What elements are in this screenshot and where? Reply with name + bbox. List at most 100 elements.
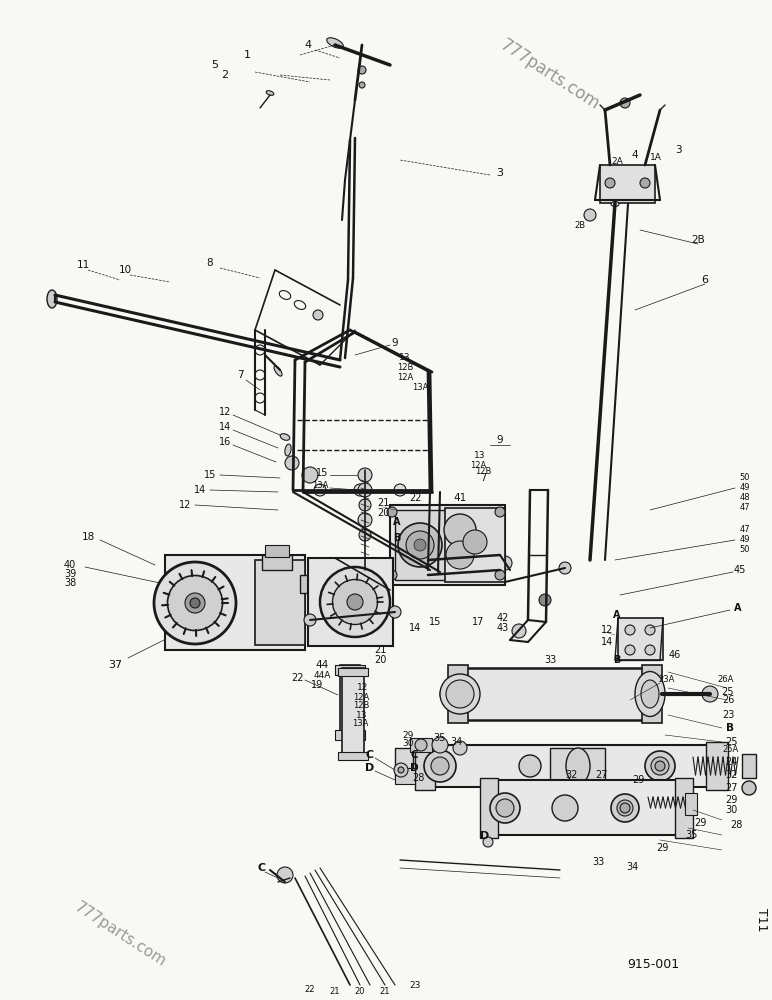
Ellipse shape xyxy=(552,795,578,821)
Text: 3: 3 xyxy=(496,168,503,178)
Text: 44: 44 xyxy=(316,660,329,670)
Bar xyxy=(390,505,505,585)
Bar xyxy=(448,665,468,723)
Text: 2B: 2B xyxy=(574,221,586,230)
Text: 12: 12 xyxy=(601,625,613,635)
Text: 43: 43 xyxy=(497,623,509,633)
Circle shape xyxy=(415,739,427,751)
Circle shape xyxy=(559,562,571,574)
Bar xyxy=(445,508,505,582)
Text: 19: 19 xyxy=(311,680,323,690)
Bar xyxy=(300,575,318,593)
Text: 48: 48 xyxy=(740,493,750,502)
Text: 14: 14 xyxy=(409,623,421,633)
Text: 23A: 23A xyxy=(659,676,676,684)
Circle shape xyxy=(463,530,487,554)
Text: 13: 13 xyxy=(474,450,486,460)
Circle shape xyxy=(185,593,205,613)
Bar xyxy=(395,510,445,580)
Circle shape xyxy=(483,837,493,847)
Text: 27: 27 xyxy=(725,783,737,793)
Circle shape xyxy=(432,737,448,753)
Bar xyxy=(314,578,326,590)
Text: 46: 46 xyxy=(669,650,681,660)
Bar xyxy=(265,545,289,557)
Text: 20: 20 xyxy=(377,508,389,518)
Text: 29: 29 xyxy=(402,730,414,740)
Circle shape xyxy=(453,741,467,755)
Text: 28: 28 xyxy=(730,820,742,830)
Circle shape xyxy=(620,803,630,813)
Ellipse shape xyxy=(566,748,590,784)
Bar xyxy=(165,555,305,650)
Circle shape xyxy=(358,513,372,527)
Ellipse shape xyxy=(611,202,619,207)
Text: C: C xyxy=(366,750,374,760)
Text: 29: 29 xyxy=(631,775,644,785)
Text: 22: 22 xyxy=(292,673,304,683)
Text: C: C xyxy=(410,750,418,760)
Circle shape xyxy=(346,691,354,699)
Bar xyxy=(483,780,678,835)
Circle shape xyxy=(314,484,326,496)
Text: 29: 29 xyxy=(655,843,669,853)
Circle shape xyxy=(444,514,476,546)
Text: D: D xyxy=(480,831,489,841)
Circle shape xyxy=(640,178,650,188)
Ellipse shape xyxy=(742,781,756,795)
Text: D: D xyxy=(410,763,418,773)
Bar xyxy=(415,742,435,790)
Text: 25: 25 xyxy=(725,737,737,747)
Text: 7: 7 xyxy=(237,370,243,380)
Text: 49: 49 xyxy=(740,536,750,544)
Text: 12B: 12B xyxy=(475,468,491,477)
Circle shape xyxy=(358,468,372,482)
Ellipse shape xyxy=(446,680,474,708)
Bar xyxy=(395,748,413,778)
Text: 42: 42 xyxy=(497,613,510,623)
Bar xyxy=(642,665,662,723)
Bar xyxy=(418,745,708,787)
Circle shape xyxy=(584,209,596,221)
Text: 12A: 12A xyxy=(353,692,369,702)
Text: 5: 5 xyxy=(212,60,218,70)
Text: 2B: 2B xyxy=(691,235,705,245)
Text: 45: 45 xyxy=(734,565,747,575)
Text: 13A: 13A xyxy=(411,383,428,392)
Text: 2: 2 xyxy=(222,70,229,80)
Circle shape xyxy=(625,625,635,635)
Circle shape xyxy=(285,456,299,470)
Text: 13: 13 xyxy=(399,354,411,362)
Circle shape xyxy=(498,556,512,570)
Circle shape xyxy=(495,570,505,580)
Text: 4: 4 xyxy=(631,150,638,160)
Text: 34: 34 xyxy=(626,862,638,872)
Text: 47: 47 xyxy=(740,526,750,534)
Circle shape xyxy=(495,507,505,517)
Ellipse shape xyxy=(327,38,344,48)
Text: 10: 10 xyxy=(118,265,131,275)
Bar xyxy=(450,668,645,720)
Text: A: A xyxy=(613,610,621,620)
Text: 8: 8 xyxy=(207,258,213,268)
Ellipse shape xyxy=(490,793,520,823)
Circle shape xyxy=(398,767,404,773)
Circle shape xyxy=(346,711,354,719)
Text: 35: 35 xyxy=(686,830,698,840)
Text: 21: 21 xyxy=(377,498,389,508)
Text: 2A: 2A xyxy=(611,157,623,166)
Text: 34: 34 xyxy=(450,737,462,747)
Text: T11: T11 xyxy=(756,908,768,932)
Text: 15: 15 xyxy=(428,617,441,627)
Circle shape xyxy=(702,686,718,702)
Circle shape xyxy=(645,625,655,635)
Circle shape xyxy=(358,483,372,497)
Circle shape xyxy=(625,645,635,655)
Circle shape xyxy=(605,178,615,188)
Ellipse shape xyxy=(431,757,449,775)
Text: 1A: 1A xyxy=(650,153,662,162)
Ellipse shape xyxy=(611,794,639,822)
Ellipse shape xyxy=(274,366,282,376)
Circle shape xyxy=(446,541,474,569)
Circle shape xyxy=(277,867,293,883)
